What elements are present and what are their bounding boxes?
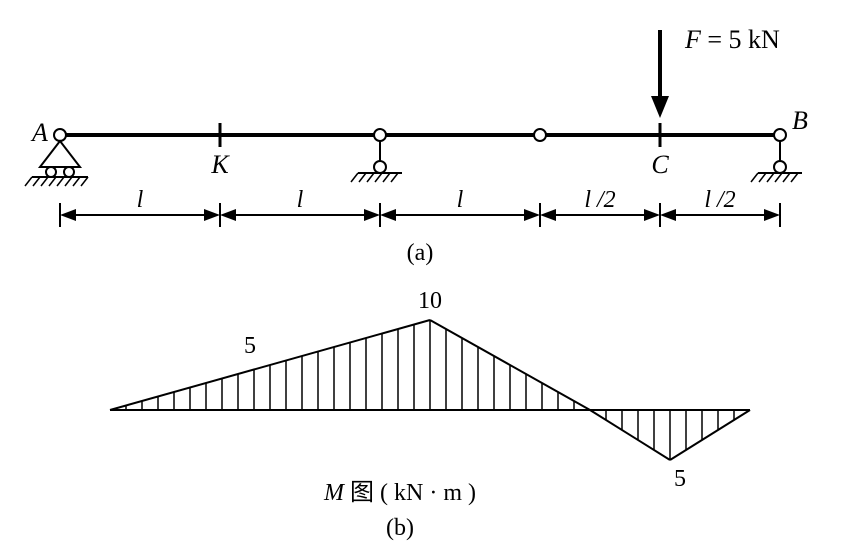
label-a: A: [30, 118, 48, 147]
moment-value-5b: 5: [674, 466, 686, 492]
beam-diagram: F = 5 kN A K C Bl l l l /2 l /2 (a): [25, 25, 808, 266]
svg-text:l: l: [297, 187, 304, 213]
svg-text:l: l: [457, 187, 464, 213]
dimension-line: l l l l /2 l /2: [60, 187, 780, 227]
label-c: C: [651, 150, 669, 179]
caption-b: (b): [386, 515, 414, 541]
moment-caption: M 图 ( kN · m ): [323, 480, 476, 506]
svg-text:l /2: l /2: [704, 187, 735, 213]
svg-text:l /2: l /2: [584, 187, 615, 213]
force-arrow: F = 5 kN: [651, 25, 780, 118]
hinge-icon: [534, 129, 546, 141]
caption-a: (a): [407, 240, 434, 266]
svg-text:l: l: [137, 187, 144, 213]
moment-value-5a: 5: [244, 333, 256, 359]
label-b: B: [792, 106, 808, 135]
force-label: F = 5 kN: [684, 25, 780, 54]
label-k: K: [210, 150, 230, 179]
moment-diagram: 5 10 5 M 图 ( kN · m ) (b): [110, 288, 750, 541]
moment-value-10: 10: [418, 288, 442, 314]
